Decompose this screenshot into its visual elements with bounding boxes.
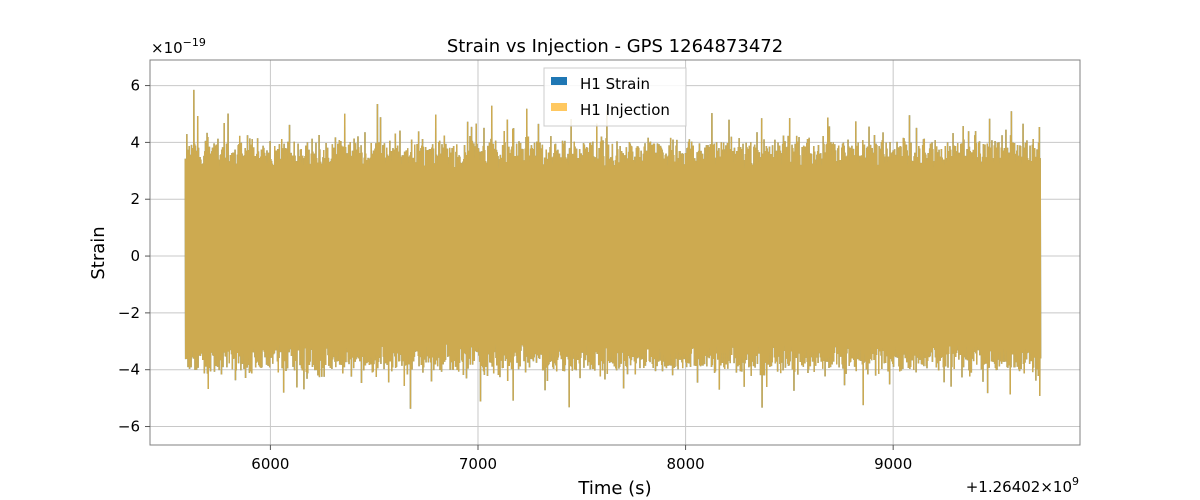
x-offset-label: +1.26402×109	[966, 475, 1079, 496]
series-layer	[184, 89, 1042, 409]
y-tick-label: 4	[130, 133, 140, 151]
x-offset-base: +1.26402×10	[966, 478, 1072, 496]
x-axis-label: Time (s)	[577, 478, 651, 499]
x-tick-label: 8000	[666, 455, 704, 473]
plot-frame	[149, 59, 1081, 446]
y-tick-label: 0	[130, 247, 140, 265]
legend: H1 Strain H1 Injection	[543, 67, 687, 127]
x-tick-label: 9000	[874, 455, 912, 473]
x-tick-label: 7000	[459, 455, 497, 473]
legend-swatch-h1-strain	[551, 77, 567, 85]
y-scale-base: ×10	[151, 39, 183, 57]
y-scale-exponent: −19	[183, 36, 206, 49]
legend-box	[543, 67, 687, 127]
x-offset-exponent: 9	[1072, 475, 1079, 488]
legend-label-h1-injection: H1 Injection	[580, 101, 670, 119]
x-tick-label: 6000	[251, 455, 289, 473]
y-tick-label: −6	[118, 418, 140, 436]
y-tick-label: −4	[118, 361, 140, 379]
y-scale-factor: ×10−19	[151, 36, 206, 57]
x-axis: 6000 7000 8000 9000	[251, 445, 912, 473]
y-tick-label: 2	[130, 190, 140, 208]
y-tick-label: −2	[118, 304, 140, 322]
y-axis: −6 −4 −2 0 2 4 6	[118, 77, 150, 436]
y-tick-label: 6	[130, 77, 140, 95]
y-axis-label: Strain	[88, 226, 109, 279]
legend-swatch-h1-injection	[551, 103, 567, 111]
chart-title: Strain vs Injection - GPS 1264873472	[447, 36, 783, 57]
series-line-h1-injection	[184, 89, 1042, 409]
legend-label-h1-strain: H1 Strain	[580, 75, 650, 93]
